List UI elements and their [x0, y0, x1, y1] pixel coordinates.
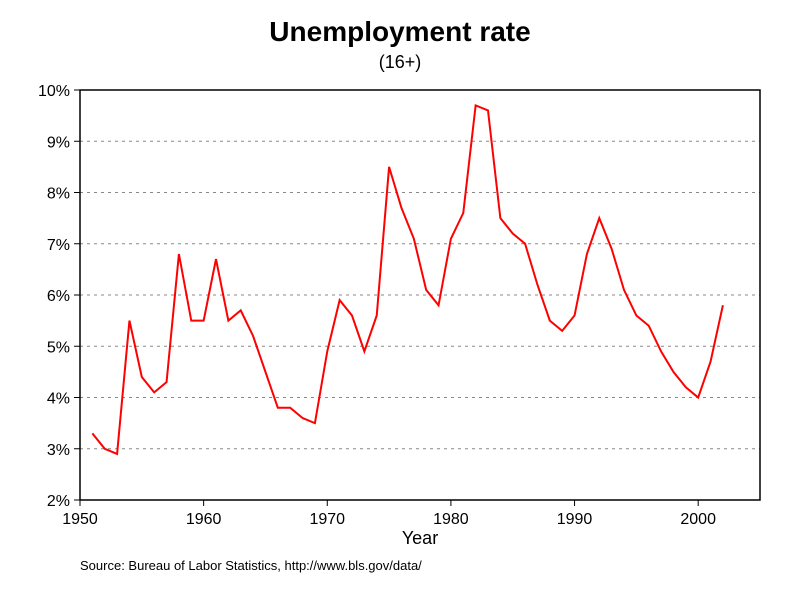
chart-container: Unemployment rate (16+) 2%3%4%5%6%7%8%9%…: [0, 0, 800, 600]
x-axis-label: Year: [80, 528, 760, 549]
y-tick-label: 3%: [47, 442, 70, 459]
y-tick-label: 4%: [47, 391, 70, 408]
chart-svg: 2% 3% 4% 5% 6% 7% 8% 9% 10% 1950 1960 1970 1980 1990 2…: [0, 0, 800, 600]
y-tick-label: 2%: [47, 493, 70, 510]
x-tick-label: 1980: [433, 511, 469, 528]
y-tick-label: 6%: [47, 288, 70, 305]
unemployment-line: [92, 105, 723, 454]
x-tick-label: 1960: [186, 511, 222, 528]
y-tick-label: 5%: [47, 339, 70, 356]
axis-frame: [80, 90, 760, 500]
x-tick-label: 2000: [680, 511, 716, 528]
y-tick-label: 8%: [47, 186, 70, 203]
y-tick-label: 9%: [47, 134, 70, 151]
x-tick-label: 1950: [62, 511, 98, 528]
x-tick-label: 1970: [309, 511, 345, 528]
source-text: Source: Bureau of Labor Statistics, http…: [80, 558, 422, 573]
x-tick-label: 1990: [557, 511, 593, 528]
y-tick-label: 10%: [38, 83, 70, 100]
y-tick-label: 7%: [47, 237, 70, 254]
